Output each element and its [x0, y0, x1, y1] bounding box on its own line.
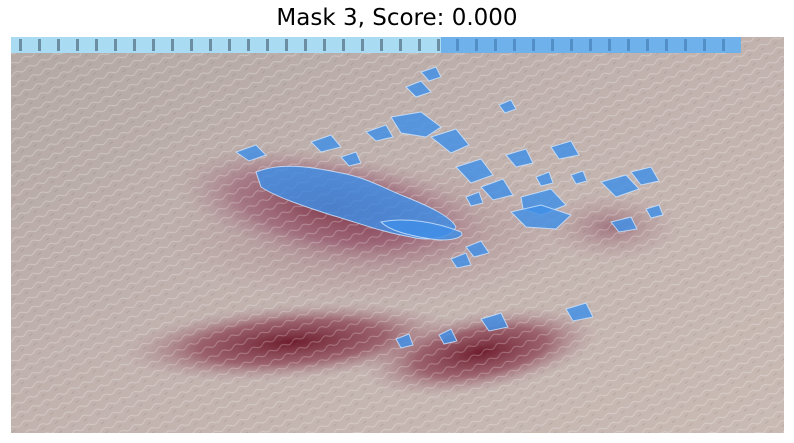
image-panel — [11, 37, 784, 433]
skin-lesion-photo — [11, 37, 784, 433]
plot-title: Mask 3, Score: 0.000 — [276, 5, 518, 31]
segmentation-mask — [234, 66, 664, 349]
